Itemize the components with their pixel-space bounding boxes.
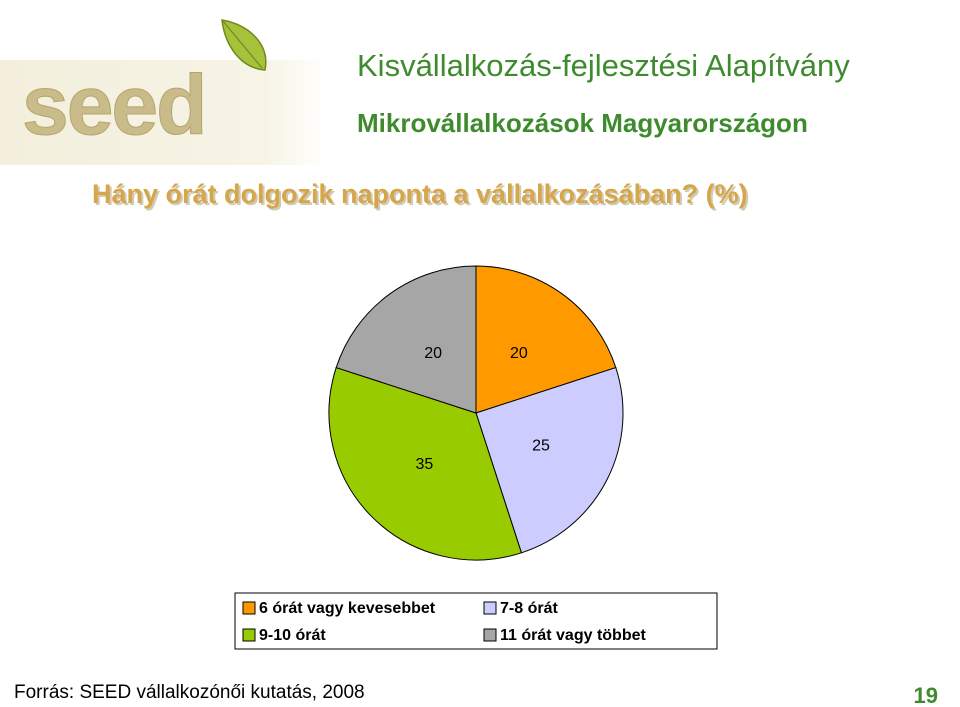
- page-number: 19: [914, 683, 938, 707]
- data-label: 20: [424, 345, 442, 362]
- header-title: Kisvállalkozás-fejlesztési Alapítvány: [357, 48, 850, 83]
- data-label: 35: [415, 456, 433, 473]
- legend-label: 11 órát vagy többet: [500, 627, 646, 644]
- legend-swatch: [483, 601, 497, 615]
- chart-title: Hány órát dolgozik naponta a vállalkozás…: [92, 179, 748, 209]
- logo-leaf-vein: [221, 19, 263, 69]
- legend-box: [234, 592, 718, 650]
- header-subtitle: Mikrovállalkozások Magyarországon: [357, 108, 808, 138]
- legend-swatch: [242, 628, 256, 642]
- logo-text: seed: [22, 58, 205, 152]
- legend-swatch: [242, 601, 256, 615]
- logo-background: [0, 60, 330, 165]
- legend-label: 6 órát vagy kevesebbet: [259, 600, 436, 617]
- pie-slice: [475, 366, 624, 554]
- pie-slice: [335, 265, 477, 414]
- data-label: 20: [510, 345, 528, 362]
- legend-label: 7-8 órát: [500, 600, 558, 617]
- pie-slice: [475, 265, 617, 414]
- pie-slice: [328, 366, 523, 561]
- legend-label: 9-10 órát: [259, 627, 326, 644]
- legend-swatch: [483, 628, 497, 642]
- source-note: Forrás: SEED vállalkozónői kutatás, 2008: [14, 682, 365, 703]
- chart-title-shadow: Hány órát dolgozik naponta a vállalkozás…: [94, 181, 750, 211]
- data-label: 25: [532, 437, 550, 454]
